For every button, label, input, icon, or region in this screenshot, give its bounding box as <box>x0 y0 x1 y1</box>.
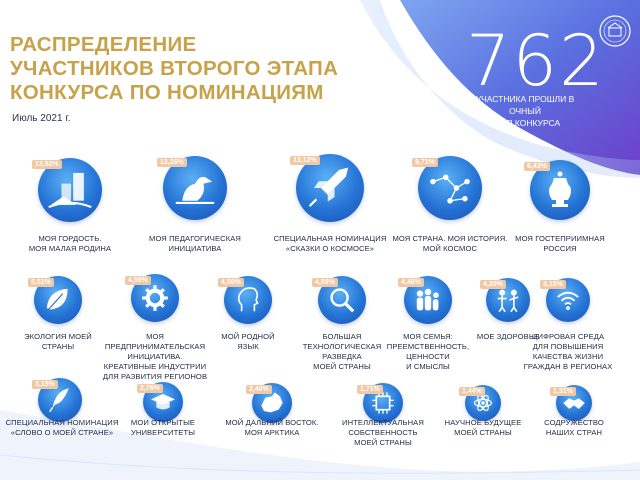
label-line: СОБСТВЕННОСТЬ <box>348 428 418 437</box>
nomination-label: МОЯ СЕМЬЯ: ПРЕЕМСТВЕННОСТЬ, ЦЕННОСТИ И СМЫС… <box>378 332 478 372</box>
label-line: МОЙ КОСМОС <box>422 244 478 253</box>
total-caption: УЧАСТНИКА ПРОШЛИ В ОЧНЫЙ ЭТАП КОНКУРСА <box>460 93 590 129</box>
percent-badge: 4,59% <box>312 278 338 287</box>
percent-badge: 1,31% <box>550 387 576 396</box>
percent-badge: 1,44% <box>459 387 485 396</box>
label-line: СПЕЦИАЛЬНАЯ НОМИНАЦИЯ <box>273 234 387 243</box>
label-line: «СЛОВО О МОЕЙ СТРАНЕ» <box>10 428 114 437</box>
percent-badge: 2,49% <box>246 385 272 394</box>
percent-badge: 1,71% <box>357 385 383 394</box>
label-line: МОЯ АРКТИКА <box>244 428 300 437</box>
percent-badge: 4,46% <box>398 278 424 287</box>
label-line: ИНИЦИАТИВА. <box>127 352 183 361</box>
title-line: УЧАСТНИКОВ ВТОРОГО ЭТАПА <box>10 57 339 80</box>
nomination-label: МОЯ ГОРДОСТЬ. МОЯ МАЛАЯ РОДИНА <box>5 234 135 254</box>
label-line: ТЕХНОЛОГИЧЕСКАЯ <box>302 342 382 351</box>
label-line: МОЕЙ СТРАНЫ <box>313 362 371 371</box>
organization-logo-icon <box>599 15 631 47</box>
title-line: РАСПРЕДЕЛЕНИЕ <box>10 33 197 56</box>
label-line: НАШИХ СТРАН <box>545 428 603 437</box>
nomination-label: НАУЧНОЕ БУДУЩЕЕ МОЕЙ СТРАНЫ <box>433 418 533 438</box>
percent-badge: 13,52% <box>32 160 62 169</box>
percent-badge: 4,59% <box>218 278 244 287</box>
nomination-label: ЭКОЛОГИЯ МОЕЙ СТРАНЫ <box>3 332 113 352</box>
percent-badge: 4,59% <box>125 276 151 285</box>
percent-badge: 3,15% <box>32 380 58 389</box>
label-line: КАЧЕСТВА ЖИЗНИ <box>532 352 604 361</box>
nomination-label: МОЯ ПРЕДПРИНИМАТЕЛЬСКАЯ ИНИЦИАТИВА. КРЕАТИ… <box>95 332 215 382</box>
nomination-label: СОДРУЖЕСТВО НАШИХ СТРАН <box>529 418 619 438</box>
percent-badge: 13,12% <box>290 156 320 165</box>
label-line: ЦЕННОСТИ <box>406 352 450 361</box>
label-line: МОЯ ГОСТЕПРИИМНАЯ <box>515 234 605 243</box>
label-line: СТРАНЫ <box>41 342 75 351</box>
label-line: УНИВЕРСИТЕТЫ <box>130 428 196 437</box>
nomination-label: СПЕЦИАЛЬНАЯ НОМИНАЦИЯ «СЛОВО О МОЕЙ СТРАН… <box>2 418 122 438</box>
label-line: ПРЕЕМСТВЕННОСТЬ, <box>386 342 470 351</box>
label-line: НАУЧНОЕ БУДУЩЕЕ <box>444 418 522 427</box>
label-line: ИНТЕЛЛЕКТУАЛЬНАЯ <box>342 418 424 427</box>
percent-badge: 3,15% <box>540 280 566 289</box>
nomination-label: БОЛЬШАЯ ТЕХНОЛОГИЧЕСКАЯ РАЗВЕДКА МОЕЙ СТРАН… <box>292 332 392 372</box>
caption-line: ЭТАП КОНКУРСА <box>489 118 561 128</box>
label-line: МОЯ ГОРДОСТЬ. <box>38 234 102 243</box>
label-line: ЭКОЛОГИЯ МОЕЙ <box>24 332 92 341</box>
rocket-icon <box>296 154 364 222</box>
label-line: ДЛЯ ПОВЫШЕНИЯ <box>532 342 604 351</box>
percent-badge: 5,51% <box>28 278 54 287</box>
label-line: И СМЫСЛЫ <box>406 362 450 371</box>
label-line: ИНИЦИАТИВА <box>168 244 222 253</box>
nomination-label: СПЕЦИАЛЬНАЯ НОМИНАЦИЯ «СКАЗКИ О КОСМОСЕ» <box>260 234 400 254</box>
label-line: ГРАЖДАН В РЕГИОНАХ <box>523 362 613 371</box>
title-line: КОНКУРСА ПО НОМИНАЦИЯМ <box>10 81 324 104</box>
percent-badge: 4,20% <box>480 280 506 289</box>
nomination-label: МОЯ ГОСТЕПРИИМНАЯ РОССИЯ <box>500 234 620 254</box>
label-line: МОЯ ПРЕДПРИНИМАТЕЛЬСКАЯ <box>104 332 206 351</box>
nomination-label: МОЙ ДАЛЬНИЙ ВОСТОК. МОЯ АРКТИКА <box>217 418 327 438</box>
label-line: ДЛЯ РАЗВИТИЯ РЕГИОНОВ <box>102 372 208 381</box>
nomination-label: ЦИФРОВАЯ СРЕДА ДЛЯ ПОВЫШЕНИЯ КАЧЕСТВА ЖИЗН… <box>518 332 618 372</box>
percent-badge: 2,76% <box>137 384 163 393</box>
label-line: МОЯ МАЛАЯ РОДИНА <box>28 244 112 253</box>
nomination-label: МОЙ РОДНОЙ ЯЗЫК <box>203 332 293 352</box>
nomination-label: МОЕ ЗДОРОВЬЕ <box>463 332 553 342</box>
label-line: КРЕАТИВНЫЕ ИНДУСТРИИ <box>103 362 207 371</box>
percent-badge: 9,71% <box>412 158 438 167</box>
nomination-label: ИНТЕЛЛЕКТУАЛЬНАЯ СОБСТВЕННОСТЬ МОЕЙ СТРАНЫ <box>333 418 433 448</box>
caption-line: УЧАСТНИКА ПРОШЛИ В ОЧНЫЙ <box>475 94 575 116</box>
percent-badge: 6,43% <box>524 162 550 171</box>
label-line: ЯЗЫК <box>237 342 259 351</box>
label-line: МОЯ СЕМЬЯ: <box>403 332 453 341</box>
page-title: РАСПРЕДЕЛЕНИЕ УЧАСТНИКОВ ВТОРОГО ЭТАПА К… <box>10 33 350 105</box>
label-line: СПЕЦИАЛЬНАЯ НОМИНАЦИЯ <box>5 418 119 427</box>
label-line: МОЙ РОДНОЙ <box>221 332 275 341</box>
report-date: Июль 2021 г. <box>12 113 71 124</box>
label-line: МОЕЙ СТРАНЫ <box>454 428 512 437</box>
label-line: РАЗВЕДКА <box>322 352 362 361</box>
percent-badge: 13,26% <box>157 158 187 167</box>
nomination-label: МОИ ОТКРЫТЫЕ УНИВЕРСИТЕТЫ <box>113 418 213 438</box>
label-line: ЦИФРОВАЯ СРЕДА <box>531 332 605 341</box>
label-line: МОЕЙ СТРАНЫ <box>354 438 412 447</box>
label-line: БОЛЬШАЯ <box>322 332 362 341</box>
label-line: СОДРУЖЕСТВО <box>544 418 604 427</box>
label-line: МОЙ ДАЛЬНИЙ ВОСТОК. <box>225 418 319 427</box>
label-line: МОИ ОТКРЫТЫЕ <box>130 418 196 427</box>
label-line: МОЯ СТРАНА. МОЯ ИСТОРИЯ. <box>392 234 508 243</box>
label-line: МОЯ ПЕДАГОГИЧЕСКАЯ <box>149 234 241 243</box>
nomination-label: МОЯ СТРАНА. МОЯ ИСТОРИЯ. МОЙ КОСМОС <box>385 234 515 254</box>
total-participants: 762 <box>466 20 606 102</box>
label-line: РОССИЯ <box>543 244 577 253</box>
label-line: МОЕ ЗДОРОВЬЕ <box>476 332 540 341</box>
nomination-label: МОЯ ПЕДАГОГИЧЕСКАЯ ИНИЦИАТИВА <box>130 234 260 254</box>
label-line: «СКАЗКИ О КОСМОСЕ» <box>285 244 375 253</box>
